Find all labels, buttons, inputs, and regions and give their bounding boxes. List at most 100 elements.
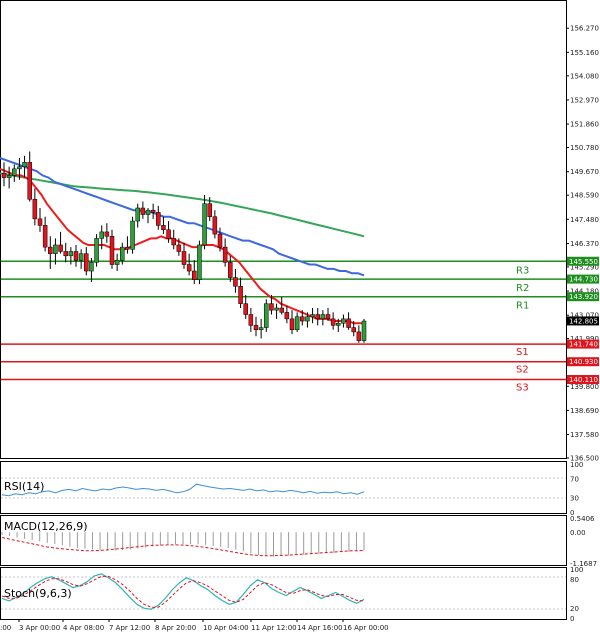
candle-body-up xyxy=(94,238,99,263)
level-label-s2: S2 xyxy=(516,365,529,376)
candle-body-up xyxy=(17,166,22,170)
level-price-tag-text: 141.740 xyxy=(569,341,598,349)
candle-body-up xyxy=(197,244,202,280)
candle-body-down xyxy=(233,277,238,287)
candle xyxy=(17,158,22,180)
candle-body-down xyxy=(42,225,48,248)
candle xyxy=(176,238,182,256)
rsi-tick-label: 30 xyxy=(570,495,579,503)
candle xyxy=(1,162,7,187)
candle xyxy=(294,312,300,332)
stoch-main-line xyxy=(1,573,365,610)
candle-body-down xyxy=(217,233,223,248)
stoch-tick-label: 80 xyxy=(570,576,579,584)
candle-body-up xyxy=(12,168,17,176)
candle-body-down xyxy=(192,270,197,280)
candle xyxy=(150,203,156,219)
candle xyxy=(222,238,228,267)
pivot-levels: R3 R2 R1 S1 S2 S3 xyxy=(1,260,566,394)
time-tick-label: 11 Apr 12:00 xyxy=(251,624,297,632)
price-tick-label: 149.670 xyxy=(570,168,599,176)
candle-body-down xyxy=(351,327,356,333)
candle xyxy=(27,151,32,202)
candle xyxy=(258,318,264,339)
candle xyxy=(166,221,171,243)
macd-tick-label: -1.1687 xyxy=(570,560,597,568)
candle-body-down xyxy=(84,253,89,272)
candle-body-down xyxy=(27,162,32,200)
candle-body-up xyxy=(53,244,58,254)
level-price-tag xyxy=(567,375,599,385)
level-price-tag-text: 140.110 xyxy=(569,376,598,384)
current-price-tag xyxy=(567,316,599,326)
candle-body-down xyxy=(248,314,254,326)
candle-body-down xyxy=(48,246,53,254)
candle xyxy=(73,244,79,267)
candle-body-down xyxy=(300,316,305,322)
candle-body-down xyxy=(315,314,320,320)
candle xyxy=(48,236,53,269)
candle xyxy=(212,210,218,239)
macd-pane-frame xyxy=(0,515,567,566)
candle-body-down xyxy=(243,303,248,315)
level-price-tag xyxy=(567,357,599,367)
candle xyxy=(336,318,341,332)
candle-body-up xyxy=(274,307,279,311)
candle-body-down xyxy=(150,209,156,213)
candle-body-up xyxy=(202,203,207,246)
candle xyxy=(341,314,346,328)
stoch-tick-label: 20 xyxy=(570,605,579,613)
candle-body-down xyxy=(156,212,161,226)
candle xyxy=(89,258,94,282)
candle xyxy=(186,253,192,276)
candle-body-down xyxy=(330,318,336,326)
level-price-tag xyxy=(567,256,599,266)
level-label-r2: R2 xyxy=(516,283,529,294)
candle xyxy=(253,316,259,337)
macd-tick-label: 0.5406 xyxy=(570,515,595,523)
price-tick-label: 147.480 xyxy=(570,216,599,224)
candle xyxy=(361,318,367,343)
stoch-tick-label: 0 xyxy=(570,615,574,623)
stoch-axis: 100 80 20 0 xyxy=(570,566,583,623)
candle xyxy=(63,242,68,263)
candle xyxy=(84,247,89,276)
price-tick-label: 148.590 xyxy=(570,192,599,200)
macd-pane: 0.5406 0.00 -1.1687 MACD(12,26,9) xyxy=(0,515,597,568)
candle xyxy=(104,223,110,243)
macd-tick-label: 0.00 xyxy=(570,529,586,537)
price-pane-frame xyxy=(0,0,567,459)
candle xyxy=(269,294,274,315)
candle xyxy=(305,312,310,328)
candle xyxy=(58,231,63,254)
rsi-tick-label: 100 xyxy=(570,461,583,469)
candle-body-down xyxy=(238,286,243,304)
candle xyxy=(99,225,104,250)
candle-body-down xyxy=(181,251,187,265)
candle-body-down xyxy=(37,218,43,226)
time-tick-label: 16 Apr 00:00 xyxy=(343,624,389,632)
candle xyxy=(351,321,356,337)
candle xyxy=(135,203,140,228)
candle-body-up xyxy=(264,303,269,328)
macd-axis: 0.5406 0.00 -1.1687 xyxy=(570,515,597,568)
candle xyxy=(300,310,305,326)
candle xyxy=(109,229,115,269)
candle-body-down xyxy=(63,251,68,257)
candle-body-down xyxy=(325,314,331,320)
stoch-signal-line xyxy=(1,575,365,608)
level-label-s3: S3 xyxy=(516,383,529,394)
level-price-tag-text: 143.920 xyxy=(569,293,598,301)
candle xyxy=(217,227,223,252)
level-label-r1: R1 xyxy=(516,301,529,312)
candle xyxy=(125,236,130,254)
candle xyxy=(42,216,48,252)
stoch-pane-frame xyxy=(0,567,567,620)
candle xyxy=(315,308,320,326)
time-tick-label: 10 Apr 04:00 xyxy=(203,624,249,632)
candle-body-down xyxy=(58,244,63,252)
time-tick-label: 8 Apr 20:00 xyxy=(155,624,196,632)
candle xyxy=(279,297,284,315)
rsi-line xyxy=(1,483,365,497)
candle-body-up xyxy=(310,314,315,317)
